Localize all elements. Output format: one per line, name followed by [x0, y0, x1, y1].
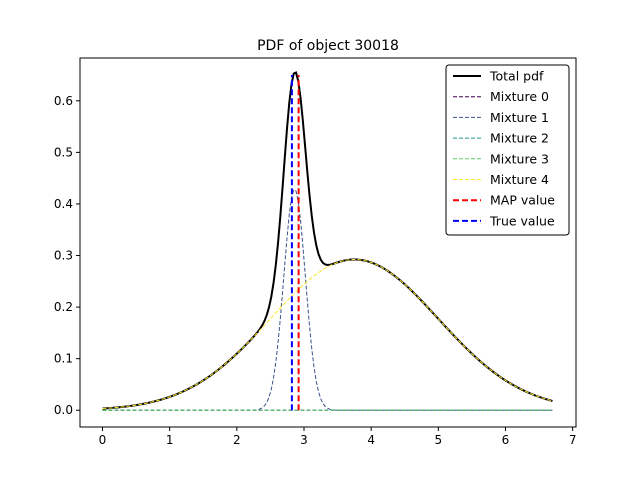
legend-label: Mixture 1 [490, 110, 549, 125]
y-tick-label: 0.0 [54, 403, 73, 417]
legend-label: Mixture 3 [490, 151, 549, 166]
y-tick-label: 0.4 [54, 197, 73, 211]
x-tick-label: 4 [367, 433, 375, 447]
legend-label: Mixture 2 [490, 131, 549, 146]
chart-title: PDF of object 30018 [257, 38, 399, 54]
legend-label: Mixture 4 [490, 172, 549, 187]
curves-layer [102, 71, 553, 411]
legend-box [445, 64, 570, 236]
y-tick-label: 0.5 [54, 145, 73, 159]
legend-label: Total pdf [489, 69, 544, 84]
x-axis: 0 1 2 3 4 5 6 7 [99, 427, 577, 447]
legend-label: Mixture 0 [490, 89, 549, 104]
legend: Total pdf Mixture 0 Mixture 1 Mixture 2 Mixt… [445, 64, 570, 236]
y-tick-label: 0.3 [54, 249, 73, 263]
y-tick-label: 0.1 [54, 352, 73, 366]
y-tick-label: 0.2 [54, 300, 73, 314]
x-tick-label: 7 [569, 433, 577, 447]
x-tick-label: 1 [166, 433, 174, 447]
y-axis: 0.0 0.1 0.2 0.3 0.4 0.5 0.6 [54, 94, 80, 417]
x-tick-label: 2 [233, 433, 241, 447]
y-tick-label: 0.6 [54, 94, 73, 108]
legend-label: MAP value [490, 193, 555, 208]
x-tick-label: 3 [300, 433, 308, 447]
mixture-4-curve [102, 258, 553, 410]
legend-label: True value [489, 213, 555, 228]
plot-frame [79, 57, 577, 428]
x-tick-label: 0 [99, 433, 107, 447]
x-tick-label: 6 [502, 433, 510, 447]
x-tick-label: 5 [434, 433, 442, 447]
